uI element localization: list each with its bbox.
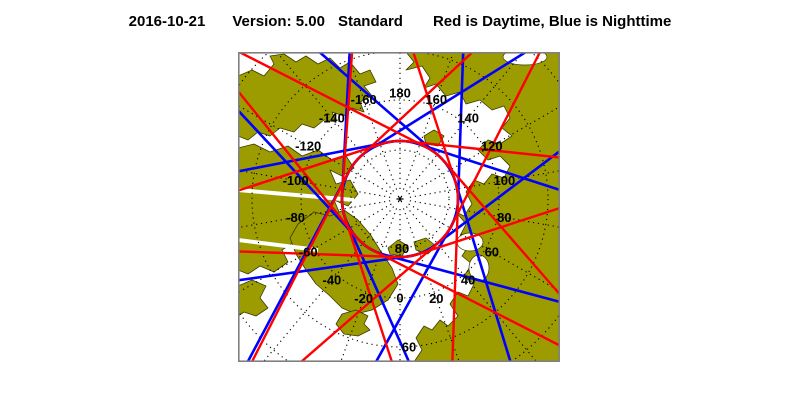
longitude-label: -20: [354, 291, 373, 306]
landmass: [387, 239, 409, 257]
meridian-line: [406, 52, 525, 192]
meridian-line: [238, 169, 391, 198]
longitude-label: 20: [429, 291, 443, 306]
meridian-line: [408, 105, 560, 195]
longitude-label: 80: [497, 210, 511, 225]
latitude-label: 60: [402, 339, 416, 354]
longitude-label: 120: [481, 139, 503, 154]
longitude-label: -160: [351, 92, 377, 107]
day-track: [238, 206, 560, 259]
title-legend: Red is Daytime, Blue is Nighttime: [432, 13, 672, 30]
longitude-label: 100: [494, 173, 516, 188]
longitude-label: 0: [396, 291, 403, 306]
day-track: [238, 52, 560, 297]
landmass: [238, 143, 359, 275]
track-layer: [238, 52, 560, 362]
longitude-label: -40: [323, 273, 342, 288]
parallel-circle: [350, 149, 450, 249]
day-track: [238, 89, 560, 347]
longitude-label: 140: [457, 110, 479, 125]
parallel-circle: [251, 52, 549, 348]
day-track: [250, 52, 475, 362]
map-frame-border: [238, 52, 560, 362]
longitude-label: -60: [299, 245, 318, 260]
white-sea: [456, 232, 484, 252]
day-track: [238, 139, 560, 192]
longitude-label: -80: [286, 210, 305, 225]
longitude-label: -100: [283, 173, 309, 188]
meridian-line: [402, 52, 455, 190]
meridian-line: [238, 200, 391, 229]
meridian-line: [238, 104, 392, 195]
longitude-label: 180: [389, 86, 411, 101]
landmass: [238, 53, 377, 141]
figure-title: 2016-10-21 Version: 5.00 Standard Red is…: [0, 13, 800, 30]
latitude-label: 80: [395, 241, 409, 256]
label-layer: -160 -140 -120 -100 -80 -60 -40 -20 0 20 40 60 80 100…: [283, 86, 516, 355]
north-pole-marker: [396, 195, 404, 203]
day-track: [299, 52, 542, 362]
longitude-label: -140: [319, 110, 345, 125]
day-track: [340, 52, 394, 362]
longitude-label: -120: [295, 139, 321, 154]
pole-marker-stroke: [397, 195, 403, 203]
polar-map: -160 -140 -120 -100 -80 -60 -40 -20 0 20 40 60 80 100…: [238, 52, 560, 362]
arctic-channel: [238, 238, 319, 252]
meridian-line: [409, 170, 560, 198]
polar-map-svg: -160 -140 -120 -100 -80 -60 -40 -20 0 20 40 60 80 100…: [238, 52, 560, 362]
parallel-circle: [300, 99, 500, 299]
longitude-label: 160: [425, 92, 447, 107]
longitude-label: 40: [461, 273, 475, 288]
longitude-label: 60: [485, 245, 499, 260]
meridian-line: [238, 203, 392, 294]
meridian-line: [409, 200, 560, 228]
day-track: [411, 52, 460, 362]
title-mode: Standard: [337, 13, 403, 30]
title-date: 2016-10-21: [128, 13, 206, 30]
title-version: Version: 5.00: [232, 13, 325, 30]
